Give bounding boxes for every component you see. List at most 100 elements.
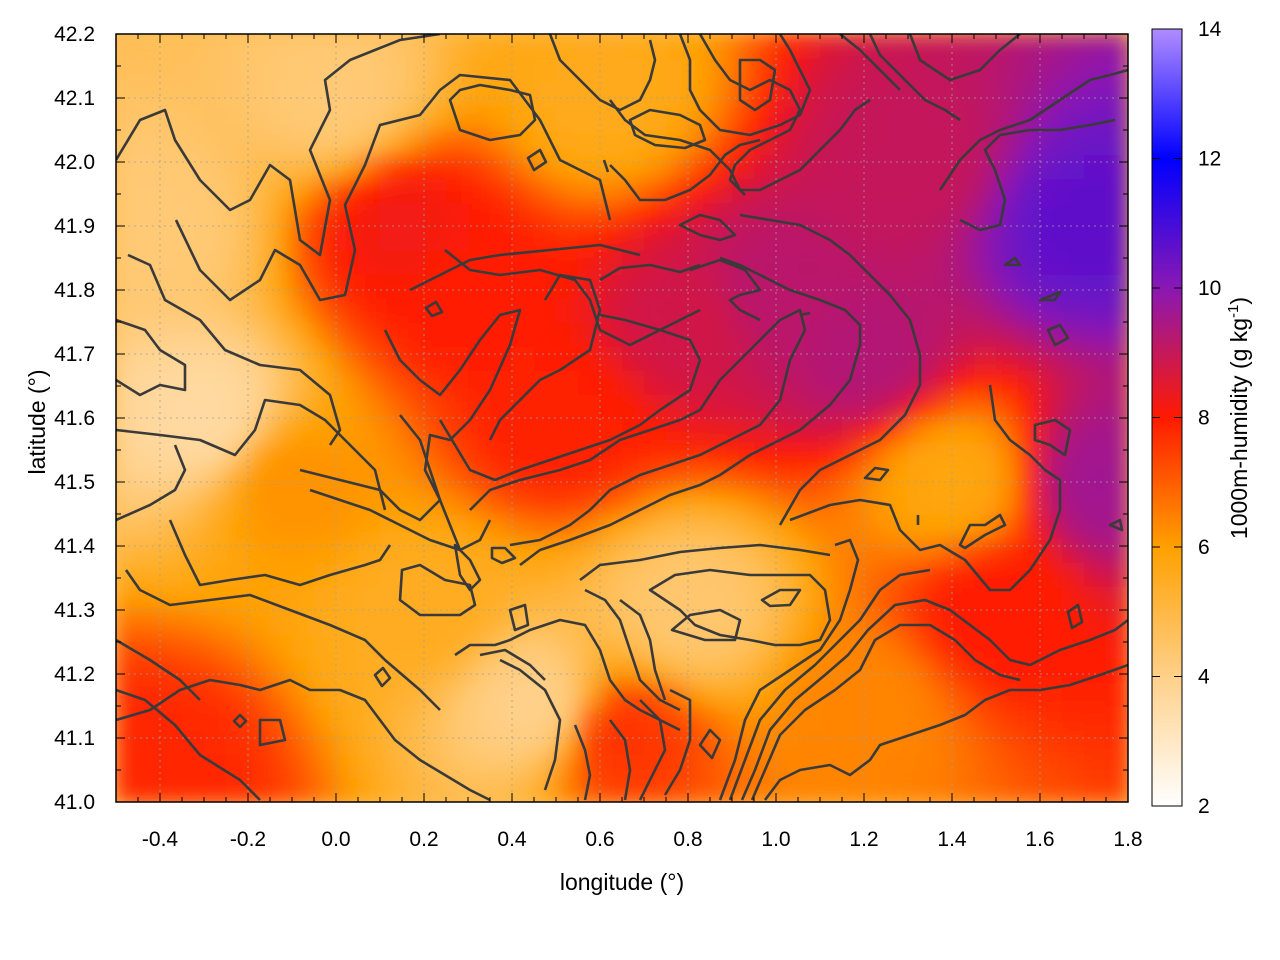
heatmap-cell <box>798 418 821 443</box>
heatmap-cell <box>358 538 381 563</box>
heatmap-cell <box>952 682 975 707</box>
heatmap-cell <box>1040 106 1063 131</box>
contour-line <box>698 728 722 760</box>
heatmap-cell <box>1062 250 1085 275</box>
heatmap-cell <box>270 34 293 59</box>
heatmap-cell <box>292 106 315 131</box>
heatmap-cell <box>182 298 205 323</box>
heatmap-cell <box>1018 250 1041 275</box>
heatmap-cell <box>160 130 183 155</box>
heatmap-cell <box>226 298 249 323</box>
heatmap-cell <box>402 778 425 802</box>
heatmap-cell <box>1084 82 1107 107</box>
heatmap-cell <box>1084 370 1107 395</box>
heatmap-cell <box>424 106 447 131</box>
heatmap-cell <box>1062 706 1085 731</box>
heatmap-cell <box>336 106 359 131</box>
heatmap-cell <box>908 130 931 155</box>
heatmap-cell <box>116 178 139 203</box>
y-tick-label: 42.2 <box>54 23 95 46</box>
heatmap-cell <box>842 322 865 347</box>
heatmap-cell <box>578 202 601 227</box>
heatmap-cell <box>952 562 975 587</box>
contour-line <box>602 159 610 173</box>
heatmap-cell <box>952 778 975 802</box>
heatmap-cell <box>600 346 623 371</box>
heatmap-cell <box>424 226 447 251</box>
heatmap-cell <box>930 82 953 107</box>
heatmap-cell <box>468 442 491 467</box>
heatmap-cell <box>248 226 271 251</box>
heatmap-cell <box>820 418 843 443</box>
heatmap-cell <box>424 58 447 83</box>
heatmap-cell <box>534 730 557 755</box>
heatmap-cell <box>336 586 359 611</box>
heatmap-cell <box>116 322 139 347</box>
heatmap-cell <box>710 346 733 371</box>
heatmap-cell <box>490 130 513 155</box>
heatmap-cell <box>1084 562 1107 587</box>
heatmap-cell <box>314 82 337 107</box>
heatmap-cell <box>116 106 139 131</box>
contour-line <box>424 300 444 318</box>
heatmap-cell <box>116 370 139 395</box>
heatmap-cell <box>1084 682 1107 707</box>
heatmap-cell <box>534 538 557 563</box>
heatmap-cell <box>930 514 953 539</box>
heatmap-cell <box>490 490 513 515</box>
contour-line <box>127 253 342 446</box>
heatmap-cell <box>1018 82 1041 107</box>
heatmap-cell <box>314 442 337 467</box>
heatmap-cell <box>512 730 535 755</box>
heatmap-cell <box>820 130 843 155</box>
heatmap-cell <box>292 58 315 83</box>
x-tick-label: 0.0 <box>321 828 350 851</box>
contour-line <box>1046 323 1070 347</box>
heatmap-cell <box>864 178 887 203</box>
heatmap-cell <box>380 394 403 419</box>
heatmap-cell <box>160 634 183 659</box>
heatmap-cell <box>446 778 469 802</box>
heatmap-cell <box>226 682 249 707</box>
heatmap-cell <box>270 490 293 515</box>
heatmap-cell <box>248 682 271 707</box>
heatmap-cell <box>226 586 249 611</box>
heatmap-cell <box>204 58 227 83</box>
colorbar-title: 1000m-humidity (g kg-1) <box>1225 297 1252 539</box>
heatmap-cell <box>578 778 601 802</box>
heatmap-cell <box>798 706 821 731</box>
heatmap-cell <box>820 514 843 539</box>
contour-line <box>454 618 681 732</box>
contour-line <box>116 678 491 802</box>
heatmap-cell <box>512 418 535 443</box>
heatmap-cell <box>1018 370 1041 395</box>
heatmap-cell <box>490 586 513 611</box>
contour-line <box>116 638 201 701</box>
heatmap-cell <box>248 130 271 155</box>
x-tick-label: -0.4 <box>142 828 179 851</box>
heatmap-cell <box>1084 394 1107 419</box>
heatmap-cell <box>556 346 579 371</box>
heatmap-cell <box>710 82 733 107</box>
heatmap-cell <box>754 514 777 539</box>
heatmap-cell <box>402 586 425 611</box>
axis-ticks <box>115 33 1129 803</box>
heatmap-cell <box>380 586 403 611</box>
heatmap-cell <box>622 226 645 251</box>
heatmap-cell <box>908 226 931 251</box>
heatmap-cell <box>644 778 667 802</box>
contour-line <box>1003 256 1022 267</box>
heatmap-cell <box>732 154 755 179</box>
heatmap-cell <box>292 514 315 539</box>
contour-line <box>573 724 592 801</box>
heatmap-cell <box>336 706 359 731</box>
heatmap-cell <box>952 346 975 371</box>
colorbar: 2 4 6 8 10 12 14 1000m-humidity (g kg-1) <box>1151 18 1252 818</box>
heatmap-cell <box>138 514 161 539</box>
heatmap-cell <box>138 298 161 323</box>
heatmap-cell <box>314 706 337 731</box>
heatmap-cell <box>182 634 205 659</box>
heatmap-cell <box>886 466 909 491</box>
heatmap-cell <box>182 82 205 107</box>
heatmap-cell <box>204 466 227 491</box>
